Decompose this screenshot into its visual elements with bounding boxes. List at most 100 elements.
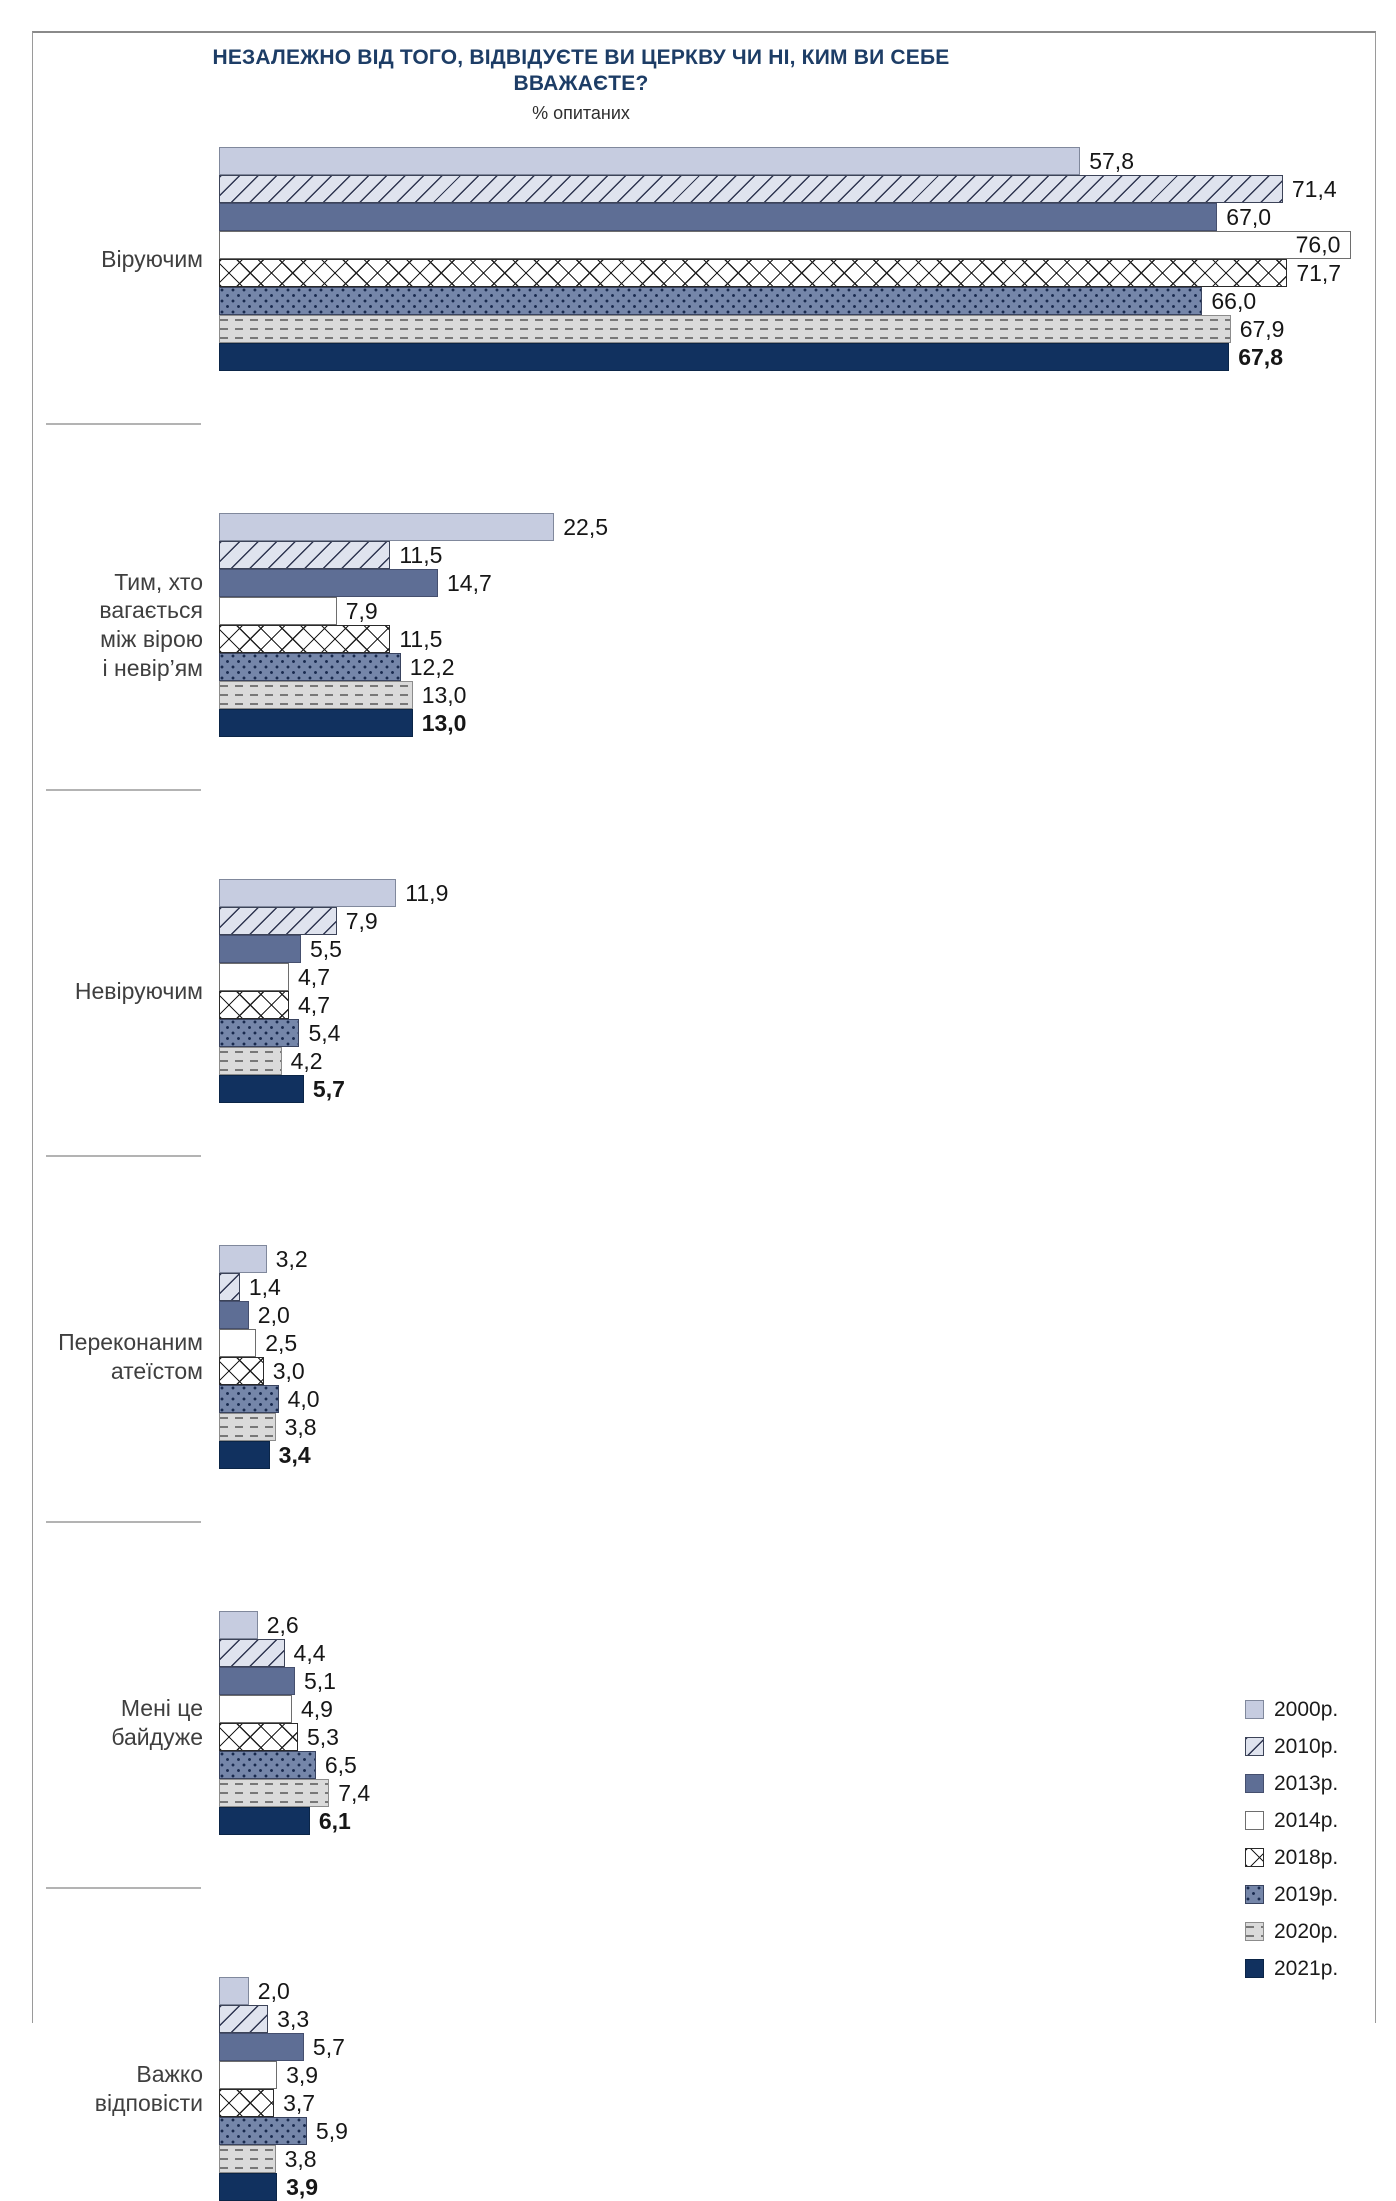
value-label: 5,5 <box>309 935 342 962</box>
bar-row: 2,0 <box>219 1301 1375 1329</box>
group-label-line: відповісти <box>94 2090 203 2116</box>
legend-item: 2018р. <box>1245 1839 1338 1876</box>
value-label: 22,5 <box>563 513 609 540</box>
value-label: 7,4 <box>338 1779 371 1806</box>
group-label-line: між вірою <box>100 626 203 652</box>
bar-2014: 76,0 <box>219 231 1352 259</box>
bar-row: 4,7 <box>219 991 1375 1019</box>
legend-label: 2021р. <box>1274 1956 1339 1980</box>
value-label: 67,9 <box>1239 315 1285 342</box>
bar-group: Важко відповісти 2,0 3,3 5,7 3,9 3,7 5,9 3,8 3,9 <box>33 1977 1375 2201</box>
bar-row: 4,9 <box>219 1695 1375 1723</box>
bar-2010 <box>219 1273 240 1301</box>
value-label: 2,0 <box>257 1301 290 1328</box>
bar-row: 22,5 <box>219 513 1375 541</box>
bar-2020 <box>219 315 1231 343</box>
bar-2019 <box>219 2117 307 2145</box>
bar-row: 3,8 <box>219 2145 1375 2173</box>
bar-row: 6,1 <box>219 1807 1375 1835</box>
value-label: 3,8 <box>284 1413 317 1440</box>
legend-item: 2021р. <box>1245 1950 1338 1987</box>
bar-group: Тим, хто вагається між вірою і невір’ям 22,5… <box>33 513 1375 737</box>
bar-row: 4,4 <box>219 1639 1375 1667</box>
separator-line <box>46 1521 201 1523</box>
group-separator <box>33 1521 1375 1611</box>
group-label-line: і невір’ям <box>102 654 204 681</box>
bar-row: 3,0 <box>219 1357 1375 1385</box>
bar-row: 2,6 <box>219 1611 1375 1639</box>
bar-row: 13,0 <box>219 681 1375 709</box>
value-label: 4,4 <box>293 1639 326 1666</box>
group-label-line: Переконаним <box>58 1329 203 1356</box>
bar-row: 5,9 <box>219 2117 1375 2145</box>
bar-row: 3,2 <box>219 1245 1375 1273</box>
legend-swatch-2014 <box>1245 1811 1264 1830</box>
bar-row: 7,9 <box>219 597 1375 625</box>
value-label: 12,2 <box>409 653 455 680</box>
group-label: Невіруючим <box>33 977 219 1006</box>
chart-header: НЕЗАЛЕЖНО ВІД ТОГО, ВІДВІДУЄТЕ ВИ ЦЕРКВУ… <box>151 45 1011 124</box>
bar-row: 3,9 <box>219 2173 1375 2201</box>
value-label: 5,7 <box>312 1075 345 1102</box>
bar-2014 <box>219 1695 292 1723</box>
value-label: 2,0 <box>257 1977 290 2004</box>
bar-2014 <box>219 1329 257 1357</box>
bar-group: Невіруючим 11,9 7,9 5,5 4,7 4,7 5,4 4,2 5,7 <box>33 879 1375 1103</box>
legend: 2000р. 2010р. 2013р. 2014р. 2018р. 2019р. 2020… <box>1245 1691 1338 1987</box>
bar-2013 <box>219 1301 249 1329</box>
bar-2021 <box>219 709 413 737</box>
chart-frame: НЕЗАЛЕЖНО ВІД ТОГО, ВІДВІДУЄТЕ ВИ ЦЕРКВУ… <box>32 31 1376 2201</box>
group-label-line: вагається <box>99 597 203 624</box>
bar-row: 7,9 <box>219 907 1375 935</box>
bar-2000 <box>219 1245 267 1273</box>
bar-row: 76,0 <box>219 231 1375 259</box>
value-label: 67,0 <box>1226 203 1272 230</box>
value-label: 3,9 <box>286 2061 319 2088</box>
value-label: 7,9 <box>345 597 378 624</box>
bar-2018 <box>219 1357 264 1385</box>
value-label: 4,7 <box>298 963 330 990</box>
bar-2021 <box>219 343 1230 371</box>
group-label: Переконаним атеїстом <box>33 1328 219 1385</box>
bar-2018 <box>219 1723 298 1751</box>
bar-2021 <box>219 2173 278 2201</box>
value-label: 5,1 <box>303 1667 336 1694</box>
legend-swatch-2019 <box>1245 1885 1264 1904</box>
bar-group: Віруючим 57,8 71,4 67,0 76,0 71,7 66,0 67,9 67,8 <box>33 147 1375 371</box>
bar-2010 <box>219 541 391 569</box>
bar-2020 <box>219 1413 276 1441</box>
value-label: 6,5 <box>324 1751 357 1778</box>
bar-row: 11,9 <box>219 879 1375 907</box>
group-label-line: Тим, хто <box>114 568 203 595</box>
legend-item: 2020р. <box>1245 1913 1338 1950</box>
bar-2020 <box>219 2145 276 2173</box>
legend-swatch-2000 <box>1245 1700 1264 1719</box>
value-label: 3,4 <box>278 1441 311 1468</box>
legend-label: 2014р. <box>1274 1808 1339 1832</box>
bar-row: 67,9 <box>219 315 1375 343</box>
value-label: 11,9 <box>405 879 449 906</box>
value-label: 3,2 <box>275 1245 308 1272</box>
legend-label: 2018р. <box>1274 1845 1339 1869</box>
value-label: 13,0 <box>421 681 467 708</box>
value-label: 71,7 <box>1296 259 1342 286</box>
value-label: 4,9 <box>301 1695 333 1722</box>
bar-2020 <box>219 1779 330 1807</box>
value-label: 71,4 <box>1291 175 1337 202</box>
bar-2021 <box>219 1075 304 1103</box>
bar-2018 <box>219 2089 275 2117</box>
bar-2000 <box>219 1977 249 2005</box>
legend-label: 2019р. <box>1274 1882 1339 1906</box>
bar-2010 <box>219 175 1283 203</box>
legend-swatch-2013 <box>1245 1774 1264 1793</box>
group-bars: 11,9 7,9 5,5 4,7 4,7 5,4 4,2 5,7 <box>219 879 1375 1103</box>
bar-2013 <box>219 203 1218 231</box>
bar-2000 <box>219 879 397 907</box>
separator-line <box>46 1887 201 1889</box>
bar-row: 3,9 <box>219 2061 1375 2089</box>
value-label: 1,4 <box>248 1273 281 1300</box>
bar-row: 3,4 <box>219 1441 1375 1469</box>
value-label: 57,8 <box>1089 147 1134 174</box>
value-label: 76,0 <box>1295 231 1341 258</box>
bar-row: 57,8 <box>219 147 1375 175</box>
